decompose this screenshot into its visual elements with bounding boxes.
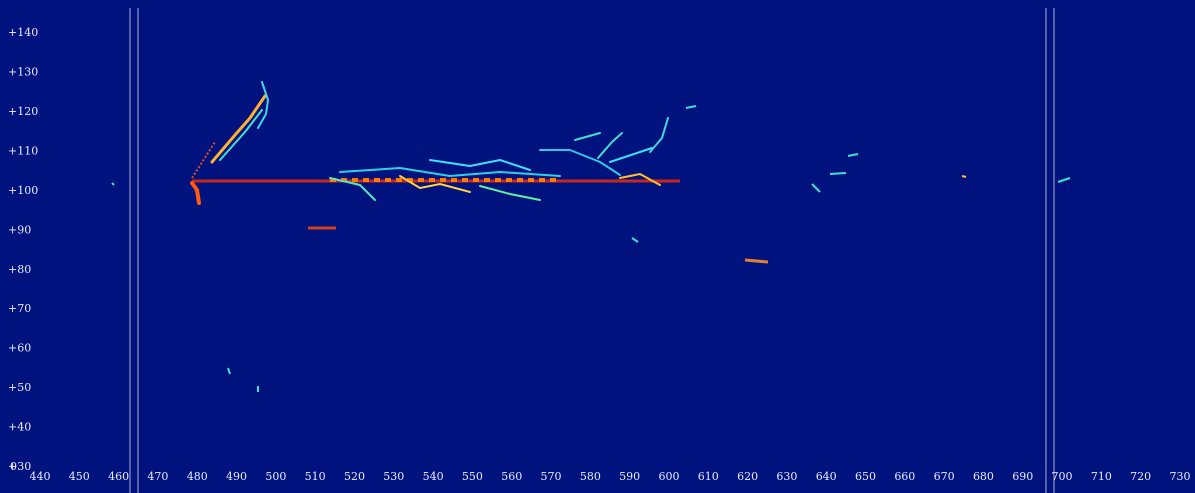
x-tick-label: 670 (934, 470, 955, 483)
track (830, 173, 846, 174)
x-tick-label: 500 (265, 470, 286, 483)
x-tick-label: 680 (973, 470, 994, 483)
page: 0 44045046047048049050051052053054055056… (0, 0, 1195, 493)
x-tick-label: 640 (816, 470, 837, 483)
x-tick-label: 630 (776, 470, 797, 483)
y-tick-label: +40 (8, 421, 31, 434)
x-tick-label: 520 (344, 470, 365, 483)
y-tick-label: +110 (8, 144, 38, 157)
x-tick-label: 710 (1091, 470, 1112, 483)
x-tick-label: 490 (226, 470, 247, 483)
y-tick-label: +100 (8, 184, 38, 197)
track (962, 176, 966, 177)
background (0, 0, 1195, 493)
x-tick-label: 580 (580, 470, 601, 483)
x-tick-label: 650 (855, 470, 876, 483)
x-tick-label: 460 (108, 470, 129, 483)
x-tick-label: 450 (69, 470, 90, 483)
x-tick-label: 690 (1012, 470, 1033, 483)
y-tick-label: +80 (8, 263, 31, 276)
x-tick-label: 730 (1169, 470, 1190, 483)
x-tick-label: 590 (619, 470, 640, 483)
x-tick-label: 480 (187, 470, 208, 483)
x-tick-label: 620 (737, 470, 758, 483)
event-display: 0 44045046047048049050051052053054055056… (0, 0, 1195, 493)
x-tick-label: 510 (305, 470, 326, 483)
x-tick-label: 550 (462, 470, 483, 483)
y-tick-label: +70 (8, 302, 31, 315)
y-tick-label: +30 (8, 460, 31, 473)
x-tick-label: 470 (147, 470, 168, 483)
x-tick-label: 560 (501, 470, 522, 483)
y-tick-label: +90 (8, 223, 31, 236)
track (112, 183, 114, 185)
y-tick-label: +140 (8, 26, 38, 39)
x-tick-label: 600 (658, 470, 679, 483)
x-tick-label: 540 (423, 470, 444, 483)
y-tick-label: +130 (8, 66, 38, 79)
y-tick-label: +60 (8, 342, 31, 355)
x-tick-label: 700 (1052, 470, 1073, 483)
x-tick-label: 570 (541, 470, 562, 483)
track (745, 260, 768, 262)
x-tick-label: 660 (894, 470, 915, 483)
y-tick-label: +120 (8, 105, 38, 118)
x-tick-label: 530 (383, 470, 404, 483)
x-tick-label: 720 (1130, 470, 1151, 483)
x-tick-label: 610 (698, 470, 719, 483)
y-tick-label: +50 (8, 381, 31, 394)
x-tick-label: 440 (30, 470, 51, 483)
